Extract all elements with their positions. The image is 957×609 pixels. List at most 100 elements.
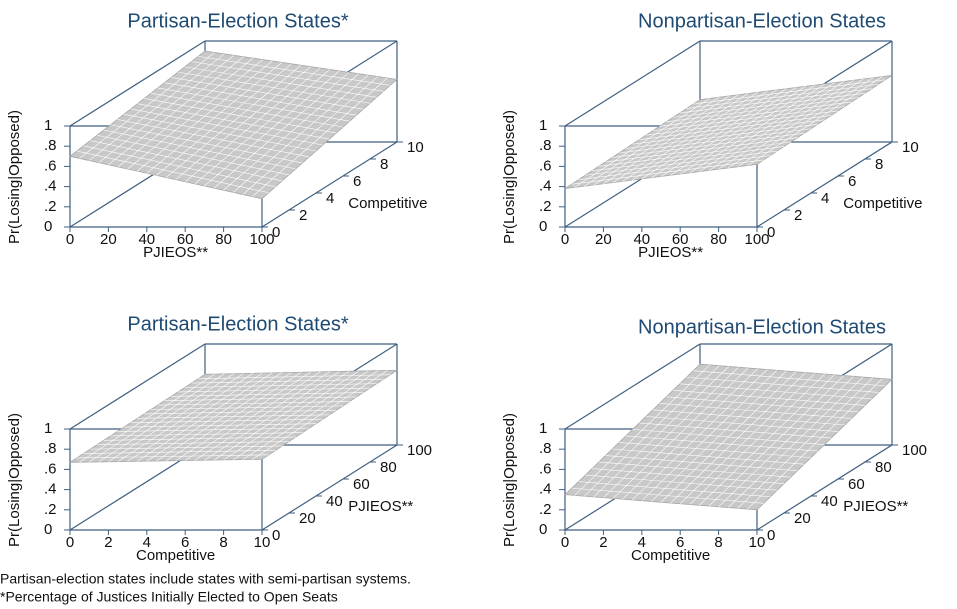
mesh-line [693,79,886,105]
x-tick-label: 10 [749,534,766,551]
x-tick-label: 60 [672,231,689,248]
mesh-line [689,373,826,505]
mesh-line [198,56,391,86]
z-tick-label: .8 [44,137,57,154]
chart-title: Partisan-Election States* [127,313,348,335]
mesh-line [164,396,357,402]
mesh-line [223,370,359,461]
mesh-line [645,416,839,432]
x-tick-label: 0 [561,534,569,551]
y-axis-label: PJIEOS** [843,498,908,515]
mesh-line [686,376,879,393]
y-tick-label: 10 [407,139,424,156]
mesh-line [652,106,845,132]
y-tick-label: 0 [767,527,775,544]
mesh-line [194,69,330,185]
y-tick-label: 6 [353,173,361,190]
x-tick-label: 80 [710,231,727,248]
z-tick-label: .8 [539,440,552,457]
mesh-line [718,79,854,170]
y-tick-label: 80 [875,459,892,476]
z-axis-label: Pr(Losing|Opposed) [6,413,23,547]
mesh-line [737,377,874,509]
mesh-line [680,84,816,175]
mesh-line [679,383,872,400]
mesh-line [708,375,845,507]
x-tick-label: 6 [181,534,189,551]
x-axis-label: PJIEOS** [638,244,703,261]
mesh-line [672,92,866,118]
z-tick-label: .2 [539,501,552,518]
x-tick-label: 6 [676,534,684,551]
mesh-line [670,85,806,176]
x-tick-label: 2 [104,534,112,551]
mesh-line [144,98,337,134]
x-tick-label: 0 [561,231,569,248]
chart-title: Nonpartisan-Election States [638,316,886,338]
y-tick-label: 100 [902,442,927,459]
y-tick-label: 20 [794,510,811,527]
y-tick-label: 2 [794,207,802,224]
box-edge [756,141,893,228]
mesh-line [666,97,859,123]
z-axis-label: Pr(Losing|Opposed) [501,413,518,547]
z-tick-label: .6 [44,157,57,174]
surface [69,50,398,200]
mesh-line [175,371,311,461]
mesh-line [718,376,854,507]
mesh-line [213,72,350,189]
z-axis-label: Pr(Losing|Opposed) [501,110,518,244]
mesh-line [177,387,371,393]
mesh-line [144,410,337,415]
y-tick-label: 60 [353,476,370,493]
x-tick-label: 100 [249,231,274,248]
y-tick-label: 80 [380,459,397,476]
y-tick-label: 40 [821,493,838,510]
x-tick-label: 20 [595,231,612,248]
mesh-line [693,370,886,387]
x-tick-label: 2 [599,534,607,551]
mesh-line [672,389,866,406]
mesh-line [659,403,852,419]
y-axis-label: PJIEOS** [348,498,413,515]
box-edge [564,343,701,430]
x-tick-label: 8 [714,534,722,551]
y-tick-label: 20 [299,510,316,527]
z-tick-label: .8 [44,440,57,457]
y-tick-label: 0 [272,224,280,241]
x-axis-label: Competitive [136,547,215,564]
x-tick-label: 8 [219,534,227,551]
y-tick-label: 4 [821,190,829,207]
z-tick-label: .8 [539,137,552,154]
mesh-line [137,414,330,419]
z-tick-label: .6 [539,157,552,174]
x-tick-label: 20 [100,231,117,248]
y-tick-label: 10 [902,139,919,156]
mesh-line [689,83,825,174]
y-tick-label: 0 [767,224,775,241]
x-tick-label: 4 [143,534,151,551]
box-edge [261,444,398,531]
mesh-line [171,77,364,110]
mesh-line [175,66,311,180]
z-tick-label: .6 [44,460,57,477]
z-tick-label: .6 [539,460,552,477]
mesh-line [191,61,384,92]
mesh-line [728,78,864,169]
z-tick-label: .4 [44,178,57,195]
mesh-line [185,67,321,182]
x-tick-label: 0 [66,231,74,248]
chart-title: Partisan-Election States* [127,10,348,32]
z-tick-label: .2 [539,198,552,215]
mesh-line [198,374,391,380]
mesh-line [666,396,859,413]
z-tick-label: .4 [539,481,552,498]
z-tick-label: .4 [44,481,57,498]
mesh-line [194,371,330,461]
z-tick-label: 1 [539,117,547,134]
mesh-line [747,378,883,510]
mesh-line [747,76,883,166]
mesh-line [177,71,371,104]
x-tick-label: 0 [66,534,74,551]
